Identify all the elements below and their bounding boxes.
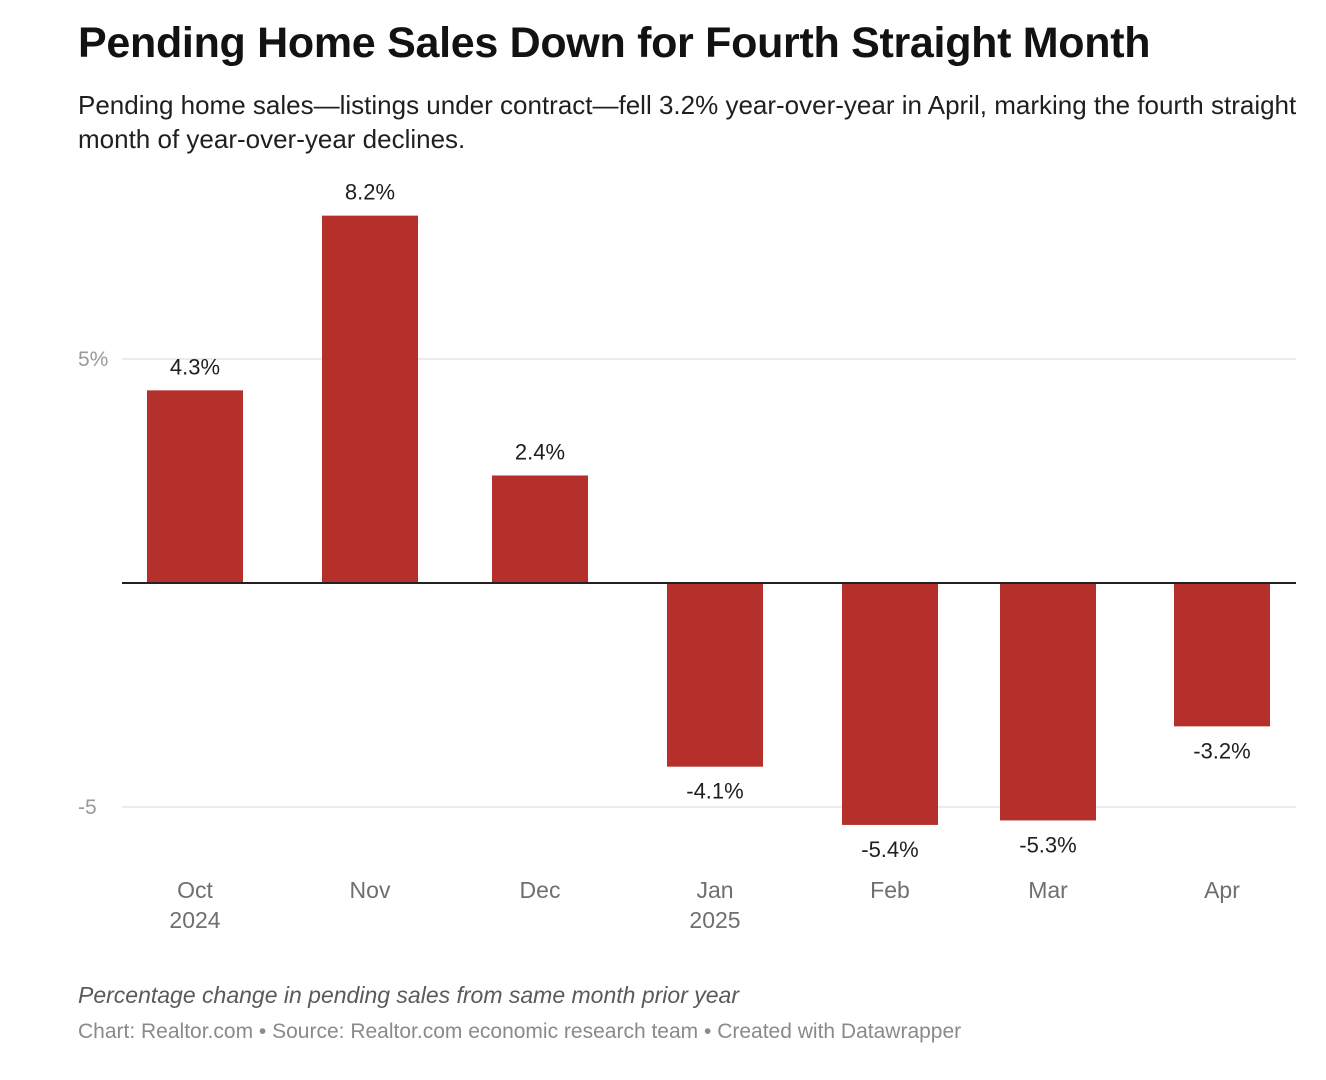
bar bbox=[1174, 583, 1270, 727]
bar bbox=[842, 583, 938, 825]
chart-note: Percentage change in pending sales from … bbox=[78, 982, 739, 1008]
credit-separator: • bbox=[258, 1020, 267, 1043]
y-tick-label: 5% bbox=[78, 348, 108, 371]
bar-chart: 5% -5 4.3% Oct 2024 8.2% Nov 2.4% Dec -4.1% Jan 202… bbox=[78, 180, 1296, 933]
x-tick-label: Apr bbox=[1204, 877, 1240, 903]
x-tick-label: Dec bbox=[520, 877, 561, 903]
bar bbox=[1000, 583, 1096, 821]
x-tick-label: Mar bbox=[1028, 877, 1068, 903]
x-tick-sublabel: 2025 bbox=[689, 907, 740, 933]
chart-title: Pending Home Sales Down for Fourth Strai… bbox=[78, 19, 1151, 67]
credit-created: Created with Datawrapper bbox=[717, 1020, 962, 1043]
x-tick-label: Jan bbox=[696, 877, 733, 903]
chart-subtitle: Pending home sales—listings under contra… bbox=[78, 90, 1297, 154]
data-label: 8.2% bbox=[345, 180, 395, 205]
x-tick-sublabel: 2024 bbox=[169, 907, 220, 933]
bar bbox=[322, 215, 418, 583]
credit-separator: • bbox=[704, 1020, 712, 1043]
bar bbox=[147, 390, 243, 583]
credit-source: Source: Realtor.com economic research te… bbox=[272, 1020, 699, 1043]
x-tick-label: Feb bbox=[870, 877, 910, 903]
x-tick-label: Nov bbox=[350, 877, 391, 903]
data-label: -5.4% bbox=[861, 837, 918, 862]
y-tick-label: -5 bbox=[78, 796, 97, 819]
data-label: -5.3% bbox=[1019, 832, 1076, 857]
data-label: -4.1% bbox=[686, 779, 743, 804]
data-label: 4.3% bbox=[170, 354, 220, 379]
data-label: 2.4% bbox=[515, 439, 565, 464]
credit-chart: Chart: Realtor.com bbox=[78, 1020, 254, 1043]
x-tick-label: Oct bbox=[177, 877, 213, 903]
bar bbox=[667, 583, 763, 767]
data-label: -3.2% bbox=[1193, 738, 1250, 763]
chart-credits: Chart: Realtor.com • Source: Realtor.com… bbox=[78, 1020, 961, 1044]
bar bbox=[492, 475, 588, 583]
